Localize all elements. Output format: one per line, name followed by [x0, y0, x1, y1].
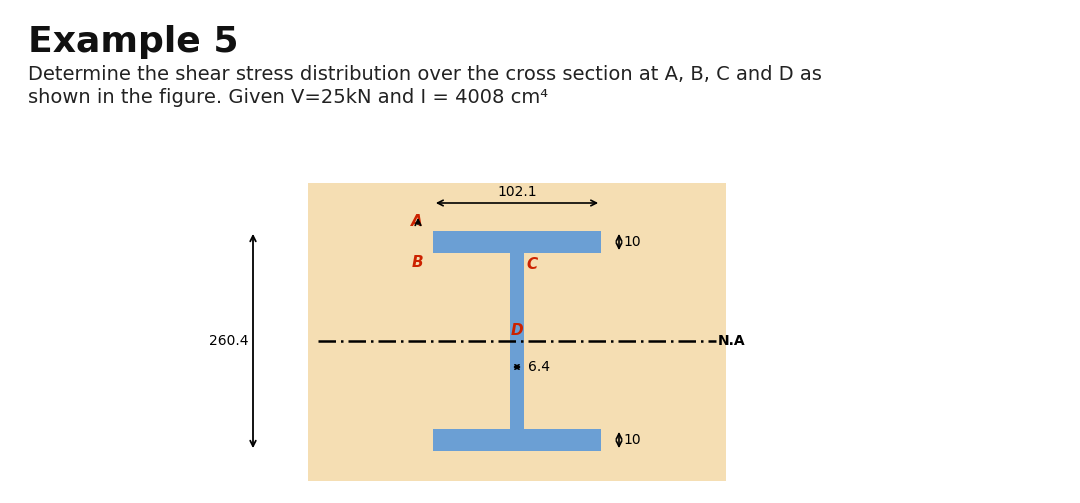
Text: 6.4: 6.4 [528, 360, 550, 374]
Text: shown in the figure. Given V=25kN and I = 4008 cm⁴: shown in the figure. Given V=25kN and I … [28, 88, 548, 107]
Text: Example 5: Example 5 [28, 25, 239, 59]
Text: D: D [511, 323, 524, 338]
Text: A: A [411, 214, 423, 229]
Bar [433, 429, 600, 451]
Text: 10: 10 [623, 433, 640, 447]
Bar [308, 183, 726, 481]
Text: N.A: N.A [718, 334, 745, 348]
Bar [433, 231, 600, 253]
Text: Determine the shear stress distribution over the cross section at A, B, C and D : Determine the shear stress distribution … [28, 65, 822, 84]
Text: 10: 10 [623, 235, 640, 249]
Text: 102.1: 102.1 [497, 185, 537, 199]
Text: 260.4: 260.4 [208, 334, 248, 348]
Text: B: B [411, 255, 423, 270]
Bar [510, 253, 524, 429]
Text: C: C [526, 257, 537, 272]
